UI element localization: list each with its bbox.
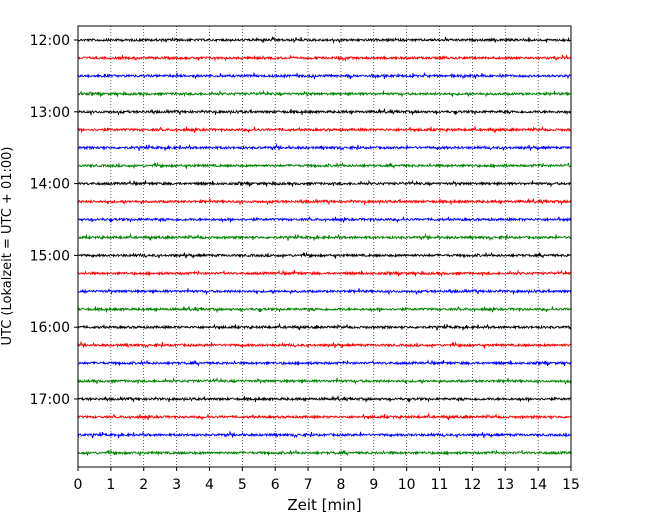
seismic-traces [77, 35, 572, 457]
x-axis-ticks: 0 1 2 3 4 5 6 7 8 9 10 11 12 13 14 15 [74, 467, 580, 493]
plot-frame [77, 25, 572, 468]
trace-1230 [77, 72, 572, 80]
trace-1330 [77, 142, 572, 152]
x-tick-label: 11 [431, 477, 449, 493]
trace-1715 [77, 412, 572, 421]
x-tick-label: 10 [398, 477, 416, 493]
y-tick-label: 16:00 [30, 320, 70, 336]
trace-1300 [77, 108, 572, 117]
x-tick-label: 7 [304, 477, 313, 493]
x-tick-label: 13 [496, 477, 514, 493]
y-axis-label: UTC (Lokalzeit = UTC + 01:00) [0, 147, 15, 346]
x-tick-label: 1 [106, 477, 115, 493]
x-tick-label: 8 [336, 477, 345, 493]
trace-1645 [77, 376, 572, 386]
x-tick-label: 2 [139, 477, 148, 493]
x-tick-label: 3 [172, 477, 181, 493]
trace-1545 [77, 305, 572, 314]
trace-1745 [77, 448, 572, 457]
trace-1500 [77, 251, 572, 259]
trace-1430 [77, 216, 572, 223]
trace-1600 [77, 322, 572, 331]
trace-1615 [77, 340, 572, 349]
trace-1730 [77, 430, 572, 439]
y-axis-ticks: 12:00 13:00 14:00 15:00 16:00 17:00 [30, 33, 78, 408]
trace-1215 [77, 54, 572, 62]
trace-1345 [77, 161, 572, 170]
x-tick-label: 6 [271, 477, 280, 493]
x-tick-label: 9 [369, 477, 378, 493]
y-tick-label: 13:00 [30, 105, 70, 121]
minute-grid [110, 26, 539, 467]
x-tick-label: 14 [529, 477, 547, 493]
y-tick-label: 17:00 [30, 392, 70, 408]
trace-1315 [77, 125, 572, 133]
trace-1245 [77, 89, 572, 98]
trace-1630 [77, 359, 572, 367]
y-tick-label: 14:00 [30, 177, 70, 193]
x-tick-label: 12 [463, 477, 481, 493]
y-tick-label: 12:00 [30, 33, 70, 49]
trace-1415 [77, 197, 572, 206]
y-tick-label: 15:00 [30, 248, 70, 264]
x-tick-label: 0 [74, 477, 83, 493]
trace-1515 [77, 269, 572, 277]
trace-1530 [77, 288, 572, 296]
x-tick-label: 4 [205, 477, 214, 493]
trace-1200 [77, 35, 572, 44]
x-tick-label: 15 [562, 477, 580, 493]
trace-1400 [77, 179, 572, 188]
trace-1445 [77, 232, 572, 242]
x-tick-label: 5 [238, 477, 247, 493]
trace-1700 [77, 395, 572, 403]
x-axis-label: Zeit [min] [287, 496, 361, 514]
